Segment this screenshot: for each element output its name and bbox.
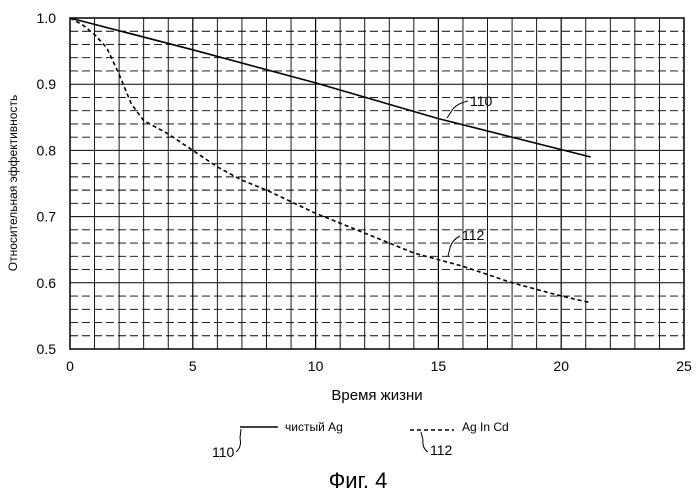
series-line-110	[70, 18, 591, 157]
y-tick-label: 0.7	[37, 209, 57, 225]
legend-leader-110	[236, 429, 241, 452]
figure-caption: Фиг. 4	[329, 468, 388, 493]
series-line-112	[70, 18, 591, 303]
x-tick-label: 25	[676, 358, 692, 374]
y-axis-label: Относительная эффективность	[6, 95, 20, 271]
legend-leader-112	[421, 432, 428, 452]
y-tick-label: 0.8	[37, 142, 57, 158]
legend-ref-112: 112	[430, 442, 453, 458]
x-tick-label: 15	[431, 358, 447, 374]
y-tick-label: 0.9	[37, 76, 57, 92]
legend-label-112: Ag In Cd	[462, 420, 509, 434]
legend-ref-110: 110	[212, 444, 235, 460]
x-tick-label: 20	[553, 358, 569, 374]
x-tick-label: 0	[66, 358, 74, 374]
y-tick-label: 0.5	[37, 341, 57, 357]
x-tick-label: 10	[308, 358, 324, 374]
callout-110-leader	[447, 101, 468, 118]
legend: чистый Ag 110 Ag In Cd 112	[212, 420, 509, 460]
callout-110: 110	[470, 93, 493, 109]
y-tick-label: 1.0	[37, 10, 57, 26]
x-axis-label: Время жизни	[331, 387, 422, 404]
grid	[70, 18, 684, 349]
legend-label-110: чистый Ag	[285, 420, 343, 434]
x-tick-labels: 0 5 10 15 20 25	[66, 358, 692, 374]
callout-112: 112	[462, 227, 485, 243]
callout-112-leader	[448, 236, 460, 256]
y-tick-label: 0.6	[37, 275, 57, 291]
plot-frame	[70, 18, 684, 349]
series-lines	[70, 18, 591, 303]
x-tick-label: 5	[189, 358, 197, 374]
y-tick-labels: 0.5 0.6 0.7 0.8 0.9 1.0	[37, 10, 57, 357]
